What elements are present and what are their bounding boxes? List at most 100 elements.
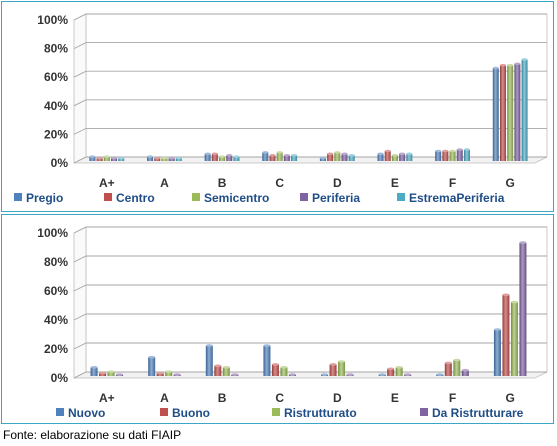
chart-panel-bottom: 0% 20% 40% 60% 80% 100% A+ A B C D E F G Nuovo Buono Ris… — [1, 214, 554, 424]
legend-swatch — [397, 193, 405, 201]
bar — [378, 373, 386, 376]
bar — [341, 152, 348, 161]
bar — [338, 360, 346, 376]
bar-chart-energy-class-by-condition: 0% 20% 40% 60% 80% 100% A+ A B C D E F G Nuovo Buono Ris… — [37, 226, 548, 420]
gridline — [73, 313, 547, 321]
y-tick-label: 100% — [37, 13, 68, 27]
bar — [204, 152, 211, 161]
bar — [288, 373, 296, 376]
legend-label: Centro — [116, 191, 155, 205]
x-tick-label: F — [449, 176, 456, 190]
y-tick-label: 20% — [44, 127, 68, 141]
bar — [211, 152, 218, 161]
bar — [377, 152, 384, 161]
bar — [395, 366, 403, 376]
plot-floor — [73, 371, 548, 379]
gridline — [73, 342, 547, 350]
x-tick-label: E — [391, 391, 399, 405]
plot-back-wall — [85, 226, 548, 373]
legend-entry: Periferia — [300, 191, 360, 205]
x-tick-label: A+ — [99, 176, 115, 190]
y-tick-label: 80% — [44, 255, 68, 269]
bar — [493, 328, 501, 376]
gridline — [73, 255, 547, 263]
bar — [154, 156, 161, 161]
bar — [319, 156, 326, 161]
legend-swatch — [420, 408, 428, 416]
bar — [346, 373, 354, 376]
bar — [263, 344, 271, 376]
x-tick-label: F — [449, 391, 456, 405]
bar — [96, 156, 103, 161]
bar — [519, 241, 527, 376]
bar — [399, 152, 406, 161]
bar — [269, 153, 276, 161]
x-tick-label: D — [333, 176, 342, 190]
legend-entry: Da Ristrutturare — [420, 406, 524, 420]
x-tick-label: A — [160, 391, 169, 405]
bar — [147, 155, 154, 161]
bar — [99, 371, 107, 376]
source-note: Fonte: elaborazione su dati FIAIP — [3, 428, 182, 442]
bar — [461, 368, 469, 376]
legend-entry: EstremaPeriferia — [397, 191, 505, 205]
legend-entry: Semicentro — [192, 191, 269, 205]
bar — [384, 149, 391, 161]
bar — [222, 366, 230, 376]
gridline — [73, 70, 547, 78]
bar — [444, 361, 452, 376]
bar — [107, 370, 115, 376]
legend-entry: Buono — [160, 406, 210, 420]
gridline — [73, 42, 547, 50]
y-tick-label: 80% — [44, 42, 68, 56]
bar — [233, 155, 240, 161]
plot-side-wall — [73, 226, 87, 379]
gridline — [73, 284, 547, 292]
bar — [404, 373, 412, 376]
legend-label: Buono — [172, 406, 210, 420]
bar — [387, 367, 395, 376]
legend-swatch — [160, 408, 168, 416]
plot-back-wall — [85, 13, 548, 158]
bar — [156, 371, 164, 376]
bar — [276, 151, 283, 161]
bar — [510, 300, 518, 376]
bar — [165, 370, 173, 376]
bar — [327, 152, 334, 161]
legend-label: Pregio — [26, 191, 63, 205]
bar — [435, 149, 442, 161]
x-tick-label: C — [275, 176, 284, 190]
legend-entry: Pregio — [14, 191, 63, 205]
y-tick-label: 40% — [44, 99, 68, 113]
y-tick-label: 0% — [51, 156, 69, 170]
legend-swatch — [104, 193, 112, 201]
bar — [173, 373, 181, 376]
bar — [406, 152, 413, 161]
legend-entry: Centro — [104, 191, 155, 205]
bar — [499, 63, 506, 161]
bar — [219, 155, 226, 161]
gridline — [73, 127, 547, 135]
gridline — [73, 13, 547, 21]
x-tick-label: A+ — [99, 391, 115, 405]
legend-label: Da Ristrutturare — [432, 406, 524, 420]
bar — [321, 373, 329, 376]
y-tick-label: 60% — [44, 70, 68, 84]
y-tick-label: 0% — [51, 371, 69, 385]
plot-floor — [73, 156, 548, 164]
x-tick-label: E — [391, 176, 399, 190]
gridline — [73, 99, 547, 107]
bar — [89, 155, 96, 161]
legend-swatch — [56, 408, 64, 416]
legend-label: Semicentro — [204, 191, 269, 205]
legend-label: Ristrutturato — [284, 406, 357, 420]
bar — [463, 148, 470, 161]
legend-entry: Nuovo — [56, 406, 105, 420]
x-tick-label: G — [506, 391, 515, 405]
x-tick-label: C — [275, 391, 284, 405]
bar — [118, 156, 125, 161]
bar — [436, 373, 444, 376]
bar — [514, 62, 521, 162]
chart-panel-top: 0% 20% 40% 60% 80% 100% A+ A B C D E F G Pregio Centro S… — [1, 1, 554, 212]
y-tick-label: 20% — [44, 342, 68, 356]
